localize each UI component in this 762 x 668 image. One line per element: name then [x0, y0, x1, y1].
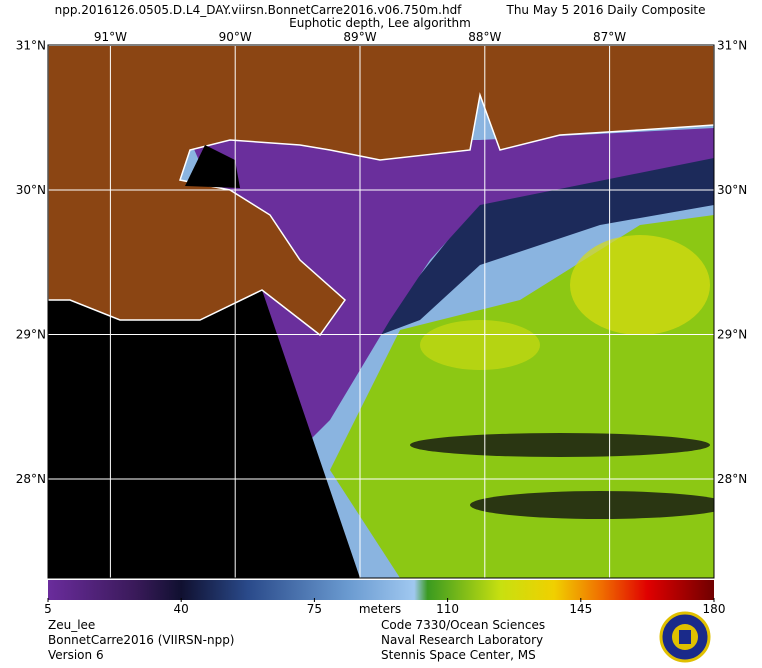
footer-right: Naval Research Laboratory	[381, 633, 543, 647]
lat-label: 30°N	[16, 183, 46, 197]
file-name: npp.2016126.0505.D.L4_DAY.viirsn.BonnetC…	[55, 3, 463, 17]
lake	[185, 145, 240, 188]
colorbar-label: 110	[436, 602, 459, 616]
logo	[659, 611, 711, 663]
water	[190, 128, 714, 440]
colorbar-label: 40	[174, 602, 189, 616]
land	[48, 45, 714, 337]
footer-right: Code 7330/Ocean Sciences	[381, 618, 545, 632]
lat-label: 28°N	[16, 472, 46, 486]
colorbar-label: 180	[703, 602, 726, 616]
water	[380, 155, 714, 335]
lon-label: 89°W	[343, 30, 376, 44]
lat-label: 28°N	[717, 472, 747, 486]
footer-left: BonnetCarre2016 (VIIRSN-npp)	[48, 633, 235, 647]
no-data	[470, 491, 714, 519]
colorbar	[48, 580, 714, 600]
lat-label: 29°N	[717, 328, 747, 342]
colorbar-label: 5	[44, 602, 52, 616]
water	[570, 235, 710, 335]
colorbar-label: 145	[569, 602, 592, 616]
footer-right: Stennis Space Center, MS	[381, 648, 536, 662]
lon-label: 90°W	[219, 30, 252, 44]
lat-label: 29°N	[16, 328, 46, 342]
map-frame	[47, 44, 715, 579]
footer-left: Version 6	[48, 648, 104, 662]
lon-label: 88°W	[468, 30, 501, 44]
no-data	[410, 433, 710, 457]
footer-left: Zeu_lee	[48, 618, 95, 632]
date: Thu May 5 2016 Daily Composite	[505, 3, 705, 17]
lat-label: 30°N	[717, 183, 747, 197]
lon-label: 87°W	[593, 30, 626, 44]
no-data	[48, 290, 360, 578]
water	[420, 320, 540, 370]
lon-label: 91°W	[94, 30, 127, 44]
lat-label: 31°N	[717, 39, 747, 53]
product: Euphotic depth, Lee algorithm	[289, 16, 471, 30]
colorbar-label: 75	[307, 602, 322, 616]
lat-label: 31°N	[16, 39, 46, 53]
map	[48, 45, 714, 578]
colorbar-unit: meters	[359, 602, 401, 616]
